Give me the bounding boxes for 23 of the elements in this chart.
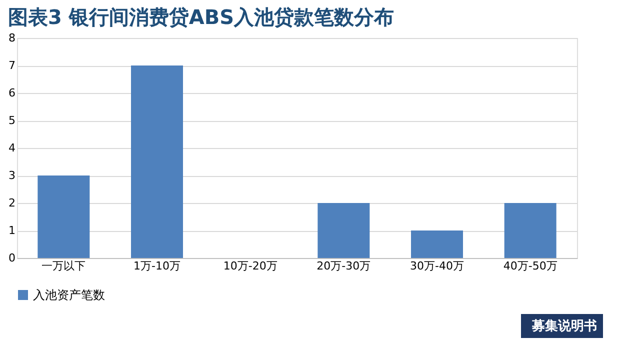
y-tick-label: 2 <box>8 196 16 210</box>
y-tick-label: 8 <box>8 32 16 44</box>
x-tick-label: 30万-40万 <box>410 260 464 272</box>
bar <box>318 203 370 258</box>
legend-label: 入池资产笔数 <box>33 288 105 302</box>
y-tick-label: 6 <box>8 86 16 100</box>
bar <box>411 230 463 258</box>
x-tick-label: 10万-20万 <box>223 260 278 272</box>
y-tick-label: 1 <box>8 224 16 237</box>
x-tick-label: 1万-10万 <box>134 260 180 272</box>
text: 募集说明书 <box>531 319 597 334</box>
x-tick-label: 40万-50万 <box>503 260 558 272</box>
y-tick-label: 0 <box>8 252 16 264</box>
bar <box>131 66 183 258</box>
x-tick-label: 20万-30万 <box>316 260 371 272</box>
y-tick-label: 5 <box>8 114 16 127</box>
x-tick-label: 一万以下 <box>42 260 86 272</box>
bar <box>38 176 90 258</box>
y-tick-label: 4 <box>8 142 16 154</box>
y-tick-label: 7 <box>8 59 16 72</box>
y-tick-label: 3 <box>8 169 16 182</box>
bar <box>504 203 556 258</box>
chart-title: 图表3 银行间消费贷ABS入池贷款笔数分布 <box>8 5 394 29</box>
